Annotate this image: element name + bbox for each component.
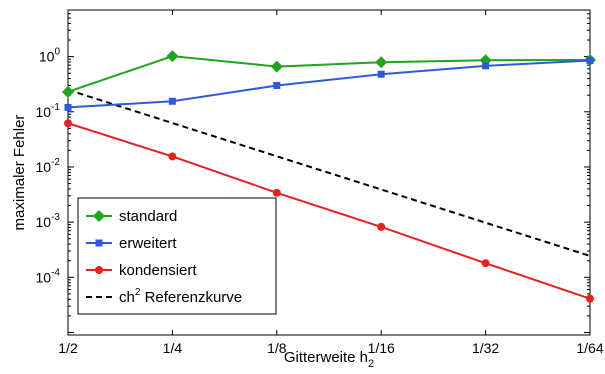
y-tick-label: 10-3 bbox=[36, 212, 61, 230]
legend-marker-standard bbox=[93, 210, 105, 222]
legend-marker-kondensiert bbox=[95, 266, 103, 274]
legend-label-referenzkurve: ch2 Referenzkurve bbox=[119, 287, 242, 306]
data-point-erweitert bbox=[64, 103, 72, 111]
data-point-kondensiert bbox=[481, 259, 490, 268]
y-axis-label: maximaler Fehler bbox=[11, 115, 28, 231]
data-point-kondensiert bbox=[377, 222, 386, 231]
data-point-erweitert bbox=[168, 97, 176, 105]
data-point-kondensiert bbox=[586, 294, 594, 303]
data-point-standard bbox=[479, 54, 492, 67]
x-tick-label: 1/4 bbox=[163, 340, 183, 356]
data-point-standard bbox=[62, 85, 74, 98]
legend-box bbox=[77, 197, 277, 315]
legend-label-erweitert: erweitert bbox=[119, 235, 177, 252]
legend-label-kondensiert: kondensiert bbox=[119, 262, 197, 279]
data-point-kondensiert bbox=[168, 152, 177, 161]
legend-marker-erweitert bbox=[95, 239, 103, 247]
data-point-erweitert bbox=[482, 62, 490, 70]
y-tick-label: 10-1 bbox=[36, 102, 61, 120]
x-tick-label: 1/2 bbox=[58, 340, 78, 356]
y-tick-label: 10-4 bbox=[36, 267, 61, 285]
y-tick-label: 10-2 bbox=[36, 157, 61, 175]
data-point-kondensiert bbox=[272, 188, 281, 197]
legend-label-standard: standard bbox=[119, 208, 177, 225]
x-tick-label: 1/64 bbox=[576, 340, 603, 356]
x-tick-label: 1/32 bbox=[472, 340, 499, 356]
series-line-kondensiert bbox=[67, 122, 591, 300]
data-point-standard bbox=[166, 50, 179, 63]
series-line-erweitert bbox=[67, 59, 591, 109]
series-line-standard bbox=[67, 55, 591, 93]
y-tick-label: 100 bbox=[39, 47, 61, 65]
series-line-referenzkurve bbox=[67, 88, 591, 257]
data-point-erweitert bbox=[377, 70, 385, 78]
x-tick-label: 1/8 bbox=[267, 340, 287, 356]
x-axis-label: Gitterweite h2 bbox=[284, 349, 374, 370]
data-point-erweitert bbox=[586, 57, 594, 65]
data-point-kondensiert bbox=[64, 119, 72, 128]
data-point-erweitert bbox=[273, 81, 281, 89]
data-point-standard bbox=[270, 60, 283, 73]
data-point-standard bbox=[375, 56, 388, 69]
x-tick-label: 1/16 bbox=[368, 340, 395, 356]
